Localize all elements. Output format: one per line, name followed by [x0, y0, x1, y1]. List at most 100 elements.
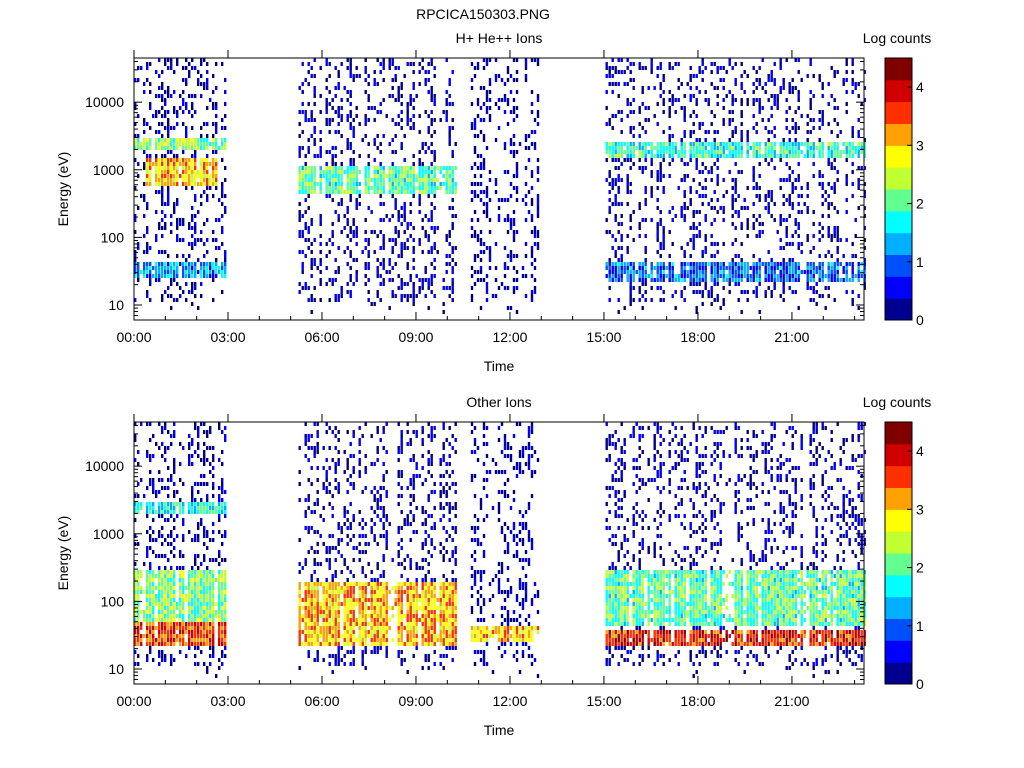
heatmap-cell [301, 234, 304, 238]
heatmap-cell [298, 634, 301, 638]
heatmap-cell [206, 582, 209, 586]
heatmap-cell [851, 290, 854, 294]
heatmap-cell [310, 546, 313, 550]
heatmap-cell [224, 646, 227, 650]
heatmap-cell [170, 534, 173, 538]
heatmap-cell [830, 270, 833, 274]
heatmap-cell [164, 174, 167, 178]
heatmap-cell [863, 262, 866, 266]
heatmap-cell [182, 590, 185, 594]
heatmap-cell [698, 222, 701, 226]
heatmap-cell [388, 94, 391, 98]
heatmap-cell [418, 182, 421, 186]
heatmap-cell [343, 190, 346, 194]
heatmap-cell [509, 254, 513, 258]
heatmap-cell [370, 186, 373, 190]
heatmap-cell [173, 658, 176, 662]
heatmap-cell [668, 230, 671, 234]
heatmap-cell [194, 598, 197, 602]
heatmap-cell [662, 298, 665, 302]
heatmap-cell [773, 154, 776, 158]
heatmap-cell [176, 490, 179, 494]
heatmap-cell [770, 78, 773, 82]
heatmap-cell [182, 622, 185, 626]
heatmap-cell [137, 450, 140, 454]
heatmap-cell [367, 142, 370, 146]
heatmap-cell [479, 190, 483, 194]
heatmap-cell [182, 182, 185, 186]
heatmap-cell [173, 170, 176, 174]
heatmap-cell [167, 158, 170, 162]
heatmap-cell [710, 178, 713, 182]
heatmap-cell [355, 206, 358, 210]
heatmap-cell [188, 530, 191, 534]
heatmap-cell [152, 610, 155, 614]
heatmap-cell [149, 174, 152, 178]
heatmap-cell [454, 142, 457, 146]
heatmap-cell [143, 262, 146, 266]
heatmap-cell [346, 246, 349, 250]
heatmap-cell [494, 242, 498, 246]
colorbar-tick-label: 0 [916, 312, 924, 328]
heatmap-cell [182, 446, 185, 450]
heatmap-cell [182, 570, 185, 574]
heatmap-cell [701, 274, 704, 278]
heatmap-cell [728, 154, 731, 158]
heatmap-cell [313, 530, 316, 534]
heatmap-cell [203, 606, 206, 610]
heatmap-cell [418, 82, 421, 86]
heatmap-cell [803, 202, 806, 206]
heatmap-cell [179, 642, 182, 646]
heatmap-cell [400, 174, 403, 178]
heatmap-cell [298, 218, 301, 222]
heatmap-cell [848, 278, 851, 282]
heatmap-cell [188, 590, 191, 594]
heatmap-cell [221, 602, 224, 606]
heatmap-cell [176, 634, 179, 638]
heatmap-cell [812, 94, 815, 98]
heatmap-cell [146, 530, 149, 534]
heatmap-cell [656, 66, 659, 70]
heatmap-cell [161, 174, 164, 178]
heatmap-cell [857, 82, 860, 86]
heatmap-cell [158, 570, 161, 574]
heatmap-cell [206, 86, 209, 90]
heatmap-cell [301, 146, 304, 150]
heatmap-cell [298, 202, 301, 206]
heatmap-cell [137, 542, 140, 546]
heatmap-cell [704, 178, 707, 182]
heatmap-cell [209, 618, 212, 622]
heatmap-cell [767, 278, 770, 282]
heatmap-cell [349, 230, 352, 234]
heatmap-cell [218, 574, 221, 578]
heatmap-cell [200, 138, 203, 142]
heatmap-cell [149, 546, 152, 550]
heatmap-cell [173, 538, 176, 542]
heatmap-cell [764, 290, 767, 294]
heatmap-cell [224, 574, 227, 578]
heatmap-cell [418, 286, 421, 290]
heatmap-cell [188, 618, 191, 622]
heatmap-cell [488, 114, 492, 118]
heatmap-cell [488, 106, 492, 110]
heatmap-cell [734, 62, 737, 66]
heatmap-cell [773, 98, 776, 102]
heatmap-cell [310, 258, 313, 262]
heatmap-cell [146, 574, 149, 578]
heatmap-cell [161, 622, 164, 626]
heatmap-cell [614, 198, 617, 202]
heatmap-cell [301, 250, 304, 254]
heatmap-cell [512, 78, 516, 82]
heatmap-cell [137, 602, 140, 606]
heatmap-cell [158, 514, 161, 518]
heatmap-cell [740, 122, 743, 126]
heatmap-cell [857, 130, 860, 134]
heatmap-cell [698, 122, 701, 126]
heatmap-cell [644, 234, 647, 238]
heatmap-cell [608, 258, 611, 262]
heatmap-cell [424, 186, 427, 190]
heatmap-cell [161, 94, 164, 98]
heatmap-cell [307, 102, 310, 106]
heatmap-cell [307, 530, 310, 534]
heatmap-cell [394, 74, 397, 78]
